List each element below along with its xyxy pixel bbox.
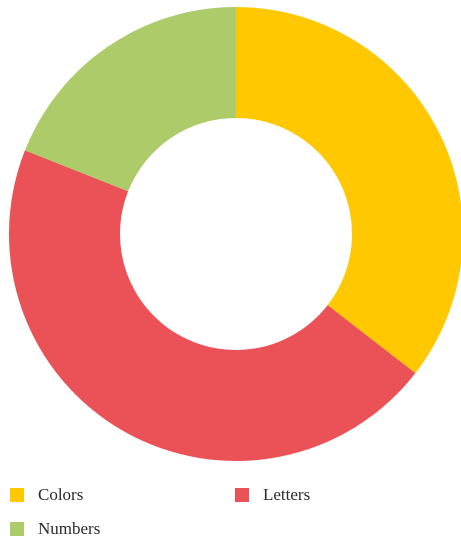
legend-label-numbers: Numbers xyxy=(38,519,101,538)
donut-slice-numbers xyxy=(24,7,237,192)
legend-label-letters: Letters xyxy=(263,485,311,504)
legend-label-colors: Colors xyxy=(38,485,84,504)
legend-item-numbers: Numbers xyxy=(10,519,100,539)
donut-slice-colors xyxy=(236,7,461,374)
legend-item-colors: Colors xyxy=(10,485,83,505)
legend-item-letters: Letters xyxy=(235,485,310,505)
legend-swatch-letters xyxy=(235,488,249,502)
legend-swatch-numbers xyxy=(10,522,24,536)
legend-swatch-colors xyxy=(10,488,24,502)
donut-slice-letters xyxy=(9,150,416,461)
donut-chart xyxy=(9,7,461,461)
